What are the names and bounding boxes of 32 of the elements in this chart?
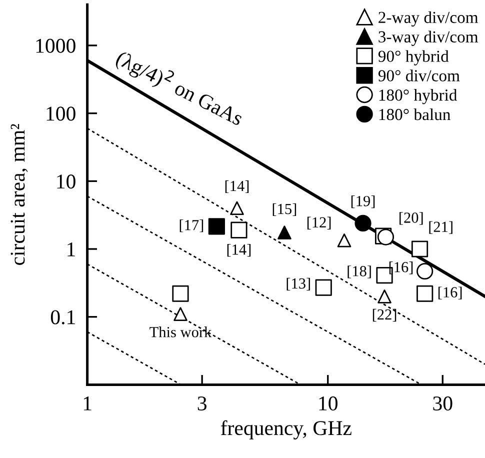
- annotation: [20]: [400, 212, 423, 225]
- annotation: [16]: [438, 286, 462, 300]
- annotation: [19]: [351, 195, 375, 208]
- legend-label: 2-way div/com: [378, 11, 478, 27]
- y-tick-label: 0.1: [50, 310, 75, 324]
- y-tick-label: 1000: [36, 38, 76, 53]
- annotation: [21]: [429, 221, 452, 234]
- annotation: [14]: [225, 180, 249, 194]
- y-tick-label: 100: [46, 106, 76, 121]
- legend-label: 3-way div/com: [378, 30, 478, 46]
- annotation: [13]: [286, 278, 310, 291]
- annotation: [15]: [272, 203, 296, 216]
- annotation: [12]: [307, 216, 331, 230]
- x-tick-label: 30: [433, 396, 452, 410]
- annotation: [17]: [180, 220, 204, 232]
- y-axis-title: circuit area, mm²: [10, 124, 28, 265]
- annotation: [18]: [348, 266, 371, 278]
- x-tick-label: 10: [319, 396, 338, 410]
- legend-label: 180° balun: [379, 108, 450, 120]
- annotation: [16]: [389, 262, 413, 274]
- annotation: [22]: [372, 308, 396, 322]
- annotation: (λg/4)$^{2}$ on GaAs: [113, 46, 246, 130]
- x-tick-label: 1: [84, 396, 92, 410]
- legend-label: 90° div/com: [378, 70, 460, 82]
- x-tick-label: 3: [198, 396, 206, 410]
- y-tick-label: 1: [68, 242, 75, 256]
- y-tick-label: 10: [57, 174, 76, 189]
- annotation: This work: [150, 326, 212, 338]
- annotation: [14]: [227, 244, 251, 257]
- legend-label: 180° hybrid: [379, 89, 458, 104]
- legend-label: 90° hybrid: [378, 50, 449, 66]
- x-axis-title: frequency, GHz: [220, 420, 352, 440]
